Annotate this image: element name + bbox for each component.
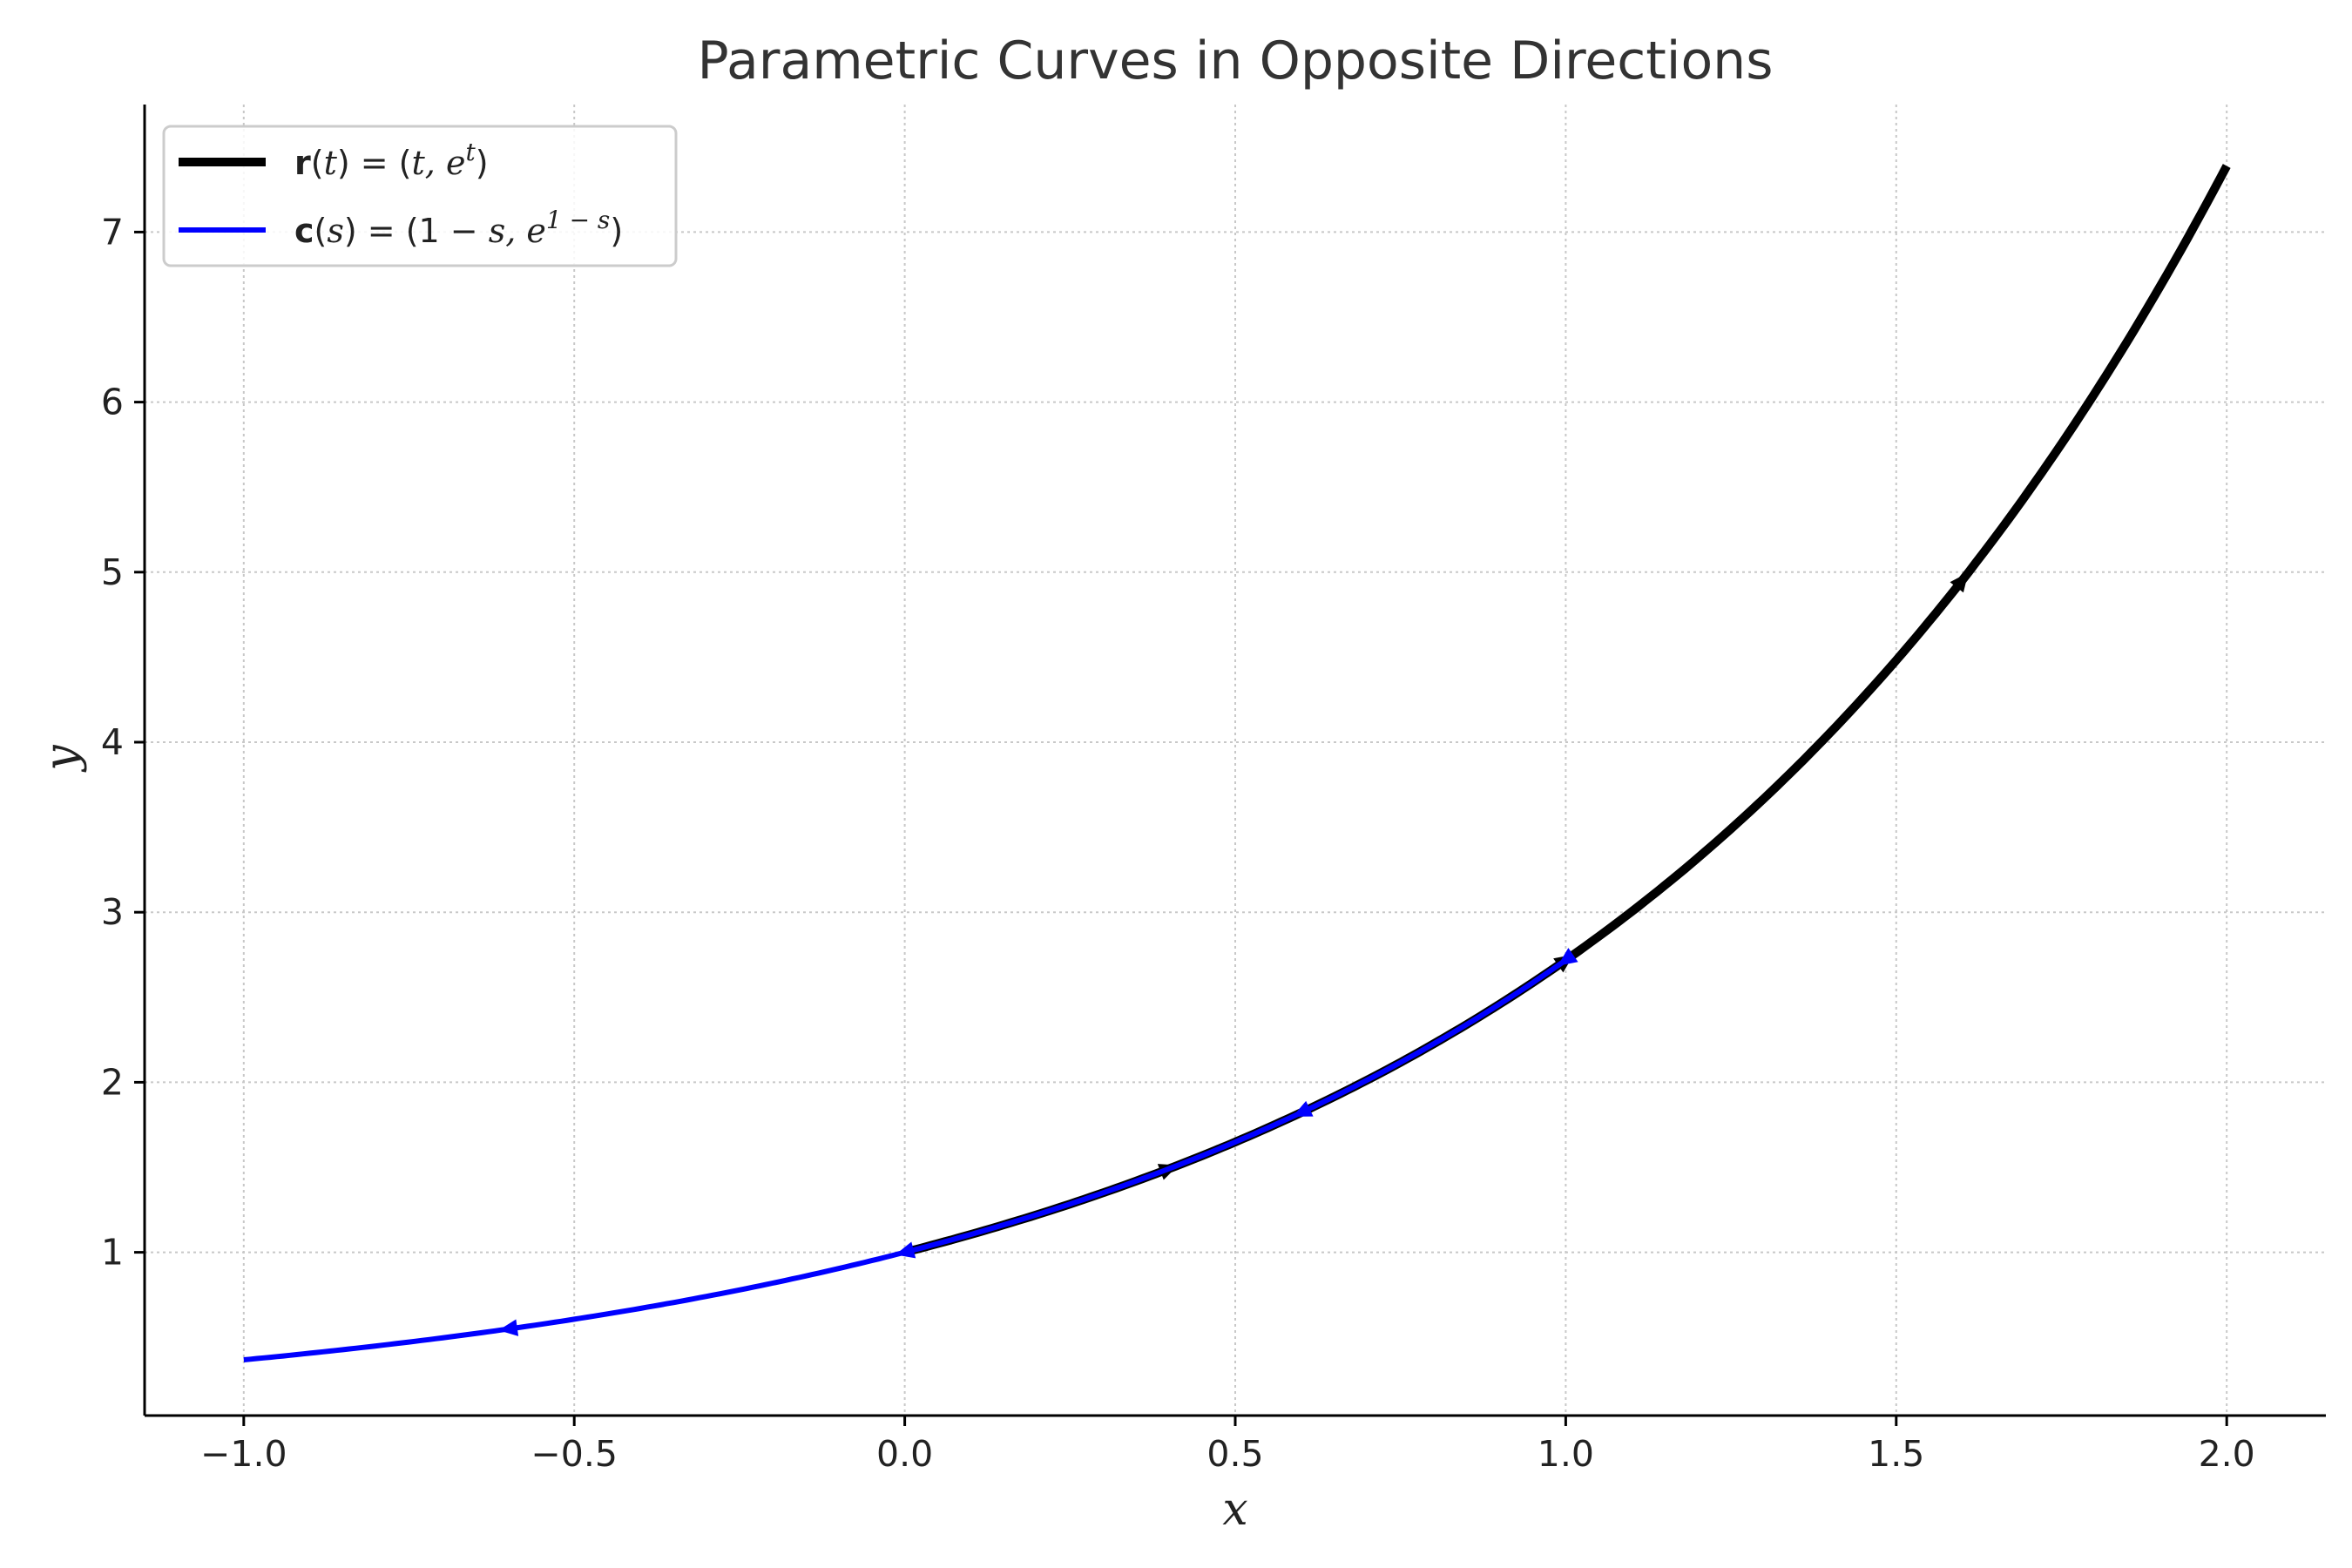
x-tick-label-4: 1.0 [1538,1433,1594,1475]
y-axis-label: y [36,745,88,773]
series-c-arrow-3 [498,1319,519,1336]
x-tick-label-3: 0.5 [1206,1433,1263,1475]
legend-box [162,125,678,267]
x-tick-label-0: −1.0 [200,1433,287,1475]
x-tick-label-5: 1.5 [1868,1433,1924,1475]
legend: r(t) = (t, et) c(s) = (1 − s, e1 − s) [162,125,678,267]
y-tick-label-4: 5 [101,551,124,593]
y-tick-label-1: 2 [101,1061,124,1103]
x-tick-label-1: −0.5 [531,1433,618,1475]
ticks: −1.0 −0.5 0.0 0.5 1.0 1.5 2.0 1 2 3 4 5 6 7 [101,211,2255,1475]
chart-title: Parametric Curves in Opposite Directions [698,30,1774,91]
legend-entry-c: c(s) = (1 − s, e1 − s) [294,206,623,250]
series-c-arrow-1 [1292,1100,1314,1117]
series-r-arrow-2 [1950,572,1969,593]
series-c-arrow-0 [1558,948,1578,966]
y-tick-label-0: 1 [101,1232,124,1274]
legend-entry-r: r(t) = (t, et) [294,138,489,182]
grid [145,105,2326,1416]
y-tick-label-6: 7 [101,211,124,253]
y-tick-label-5: 6 [101,382,124,423]
series-c-arrow-2 [895,1241,916,1259]
series-layer [243,164,2231,1362]
x-tick-label-6: 2.0 [2199,1433,2255,1475]
series-c [243,948,1578,1362]
y-tick-label-2: 3 [101,891,124,933]
x-axis-label: x [1222,1484,1247,1536]
y-tick-label-3: 4 [101,721,124,763]
x-tick-label-2: 0.0 [876,1433,933,1475]
